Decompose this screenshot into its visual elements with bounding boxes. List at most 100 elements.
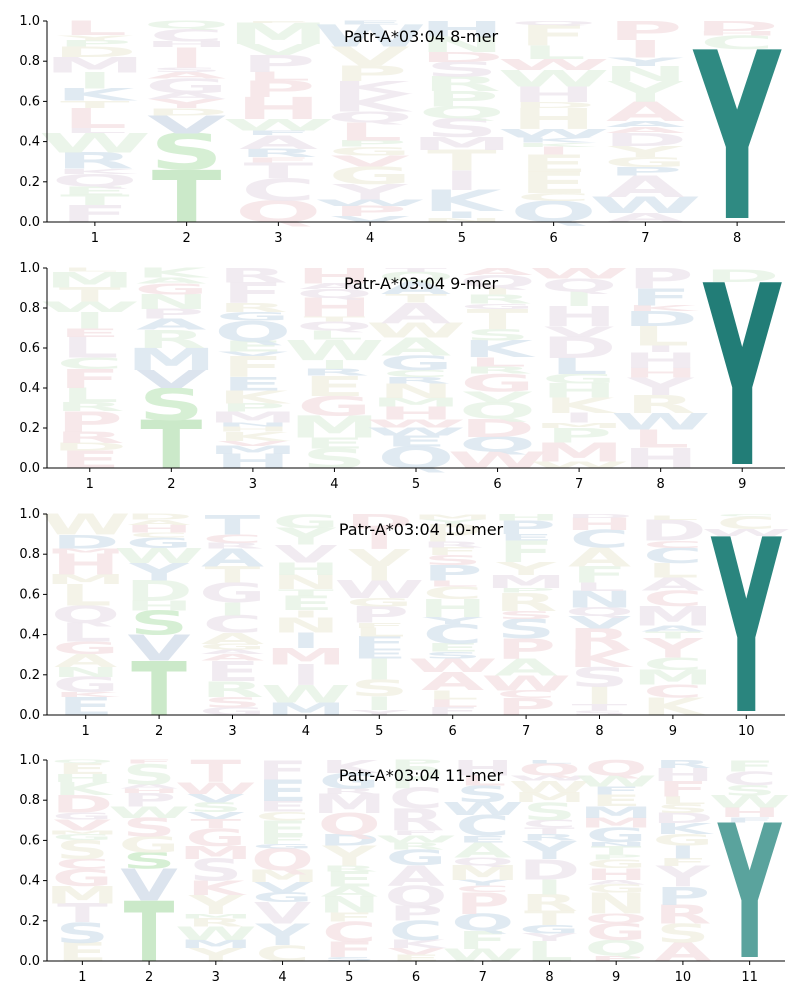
- x-tick-label: 8: [657, 477, 665, 492]
- faded-letter: S: [497, 614, 556, 644]
- x-tick-label: 1: [82, 724, 90, 739]
- faded-letter: R: [387, 841, 444, 852]
- faded-letter: K: [331, 78, 413, 99]
- faded-letter: C: [456, 810, 510, 843]
- faded-letter: M: [446, 862, 520, 885]
- faded-letter: M: [534, 421, 624, 430]
- faded-letter: M: [45, 547, 126, 555]
- faded-letter: W: [40, 299, 140, 316]
- faded-letter: C: [255, 809, 309, 823]
- faded-letter: T: [572, 702, 628, 712]
- y-tick-label: 0.6: [19, 833, 40, 848]
- faded-letter: R: [201, 541, 264, 550]
- faded-letter: E: [304, 435, 366, 452]
- faded-letter: Y: [626, 373, 694, 401]
- faded-letter: F: [519, 20, 589, 53]
- faded-letter: G: [586, 824, 647, 847]
- faded-letter: G: [586, 919, 647, 946]
- x-tick-label: 10: [738, 724, 755, 739]
- faded-letter: M: [45, 830, 119, 836]
- faded-letter: C: [456, 884, 510, 895]
- faded-letter: A: [606, 126, 685, 135]
- faded-letter: Y: [57, 34, 135, 42]
- faded-letter: F: [257, 755, 308, 786]
- faded-letter: Q: [585, 936, 648, 961]
- y-tick-label: 0.6: [19, 94, 40, 109]
- faded-letter: K: [544, 393, 617, 418]
- faded-letter: P: [589, 954, 643, 962]
- x-tick-label: 2: [182, 231, 190, 246]
- faded-letter: I: [364, 562, 394, 585]
- faded-letter: A: [606, 97, 685, 128]
- faded-letter: Y: [148, 97, 225, 111]
- faded-letter: R: [55, 428, 125, 447]
- faded-letter: H: [51, 772, 113, 784]
- faded-letter: L: [338, 118, 403, 146]
- faded-letter: L: [246, 70, 311, 84]
- faded-letter: Y: [348, 708, 410, 716]
- faded-letter: M: [208, 409, 298, 426]
- faded-letter: F: [124, 759, 175, 765]
- faded-letter: C: [643, 539, 703, 551]
- faded-letter: W: [611, 409, 711, 435]
- faded-letter: E: [59, 326, 121, 339]
- faded-letter: I: [644, 344, 678, 354]
- faded-letter: A: [641, 574, 705, 594]
- faded-letter: E: [244, 20, 314, 23]
- faded-letter: E: [385, 433, 447, 451]
- faded-letter: T: [205, 563, 261, 588]
- faded-letter: M: [534, 437, 624, 468]
- faded-letter: S: [465, 326, 530, 344]
- faded-letter: R: [201, 677, 264, 702]
- faded-letter: F: [498, 535, 554, 569]
- faded-letter: W: [334, 576, 424, 604]
- faded-letter: E: [457, 835, 508, 845]
- faded-letter: A: [239, 131, 318, 153]
- x-tick-label: 1: [86, 477, 94, 492]
- faded-letter: F: [244, 129, 314, 136]
- faded-letter: A: [54, 650, 118, 671]
- faded-letter: P: [425, 87, 500, 111]
- letter-S-pos-2: S: [139, 379, 204, 430]
- faded-letter: V: [218, 440, 289, 448]
- faded-letter: R: [321, 864, 378, 873]
- faded-letter: L: [459, 773, 506, 789]
- faded-letter: R: [239, 147, 317, 160]
- faded-letter: Y: [607, 75, 683, 109]
- faded-letter: K: [136, 266, 210, 281]
- faded-letter: Q: [459, 398, 536, 424]
- faded-letter: R: [654, 758, 711, 770]
- faded-letter: Y: [332, 180, 410, 205]
- faded-letter: H: [215, 425, 291, 433]
- faded-letter: W: [442, 945, 524, 965]
- faded-letter: I: [535, 145, 573, 157]
- faded-letter: K: [654, 820, 715, 837]
- faded-letter: W: [366, 418, 466, 430]
- faded-letter: N: [318, 892, 380, 918]
- faded-letter: Y: [422, 518, 484, 525]
- faded-letter: F: [222, 277, 284, 310]
- y-tick-label: 1.0: [19, 507, 40, 522]
- faded-letter: P: [589, 853, 643, 861]
- faded-letter: D: [623, 307, 698, 330]
- faded-letter: Y: [655, 861, 712, 894]
- faded-letter: E: [257, 798, 308, 815]
- faded-letter: G: [272, 510, 339, 532]
- faded-letter: W: [375, 833, 457, 845]
- faded-letter: M: [179, 842, 253, 863]
- faded-letter: Q: [327, 109, 414, 127]
- faded-letter: I: [217, 598, 247, 619]
- faded-letter: Q: [585, 756, 648, 781]
- faded-letter: W: [709, 792, 791, 812]
- faded-letter: C: [522, 818, 576, 830]
- faded-letter: T: [278, 587, 334, 598]
- x-tick-label: 7: [522, 724, 530, 739]
- faded-letter: L: [427, 697, 479, 709]
- x-tick-label: 11: [741, 970, 758, 985]
